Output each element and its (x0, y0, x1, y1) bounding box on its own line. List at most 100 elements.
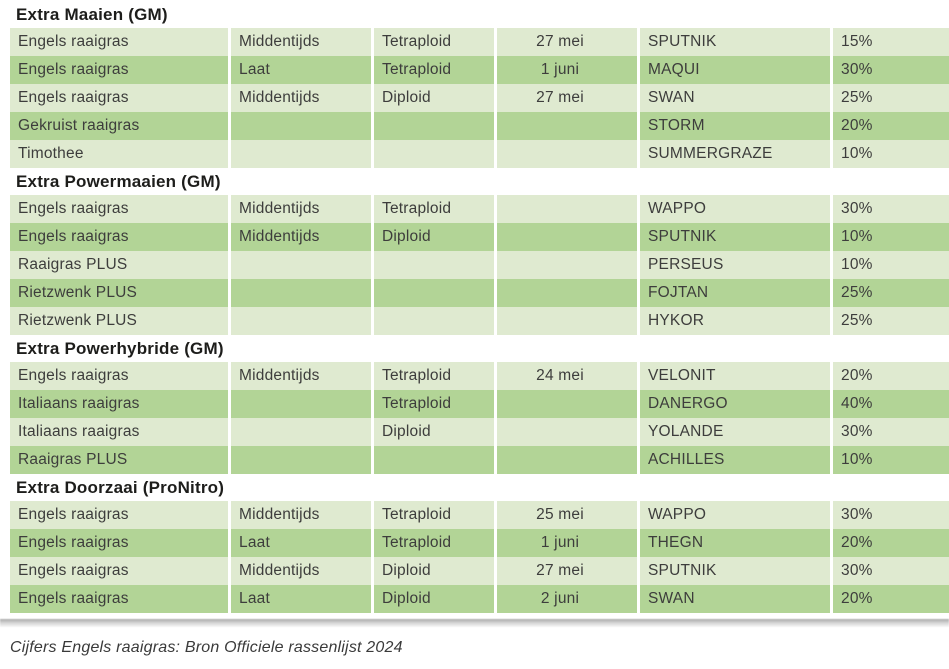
table-cell: 27 mei (497, 84, 637, 112)
table-cell: SPUTNIK (640, 557, 830, 585)
table-cell (374, 279, 494, 307)
table-cell: 27 mei (497, 28, 637, 56)
table-cell: Raaigras PLUS (10, 446, 228, 474)
table-cell: Engels raaigras (10, 501, 228, 529)
table-cell: Diploid (374, 418, 494, 446)
table-cell: Engels raaigras (10, 223, 228, 251)
table-cell: Timothee (10, 140, 228, 168)
table-cell (497, 223, 637, 251)
table-cell: ACHILLES (640, 446, 830, 474)
table-row: Timothee SUMMERGRAZE 10% (10, 140, 949, 168)
seed-mixture-table: Extra Maaien (GM) Engels raaigras Middenti… (0, 4, 949, 613)
table-cell: STORM (640, 112, 830, 140)
table-cell (374, 307, 494, 335)
table-cell: 1 juni (497, 529, 637, 557)
table-row: Raaigras PLUS ACHILLES 10% (10, 446, 949, 474)
table-cell: Diploid (374, 84, 494, 112)
table-cell (231, 446, 371, 474)
table-cell (374, 112, 494, 140)
table-cell: 30% (833, 56, 949, 84)
table-cell (497, 418, 637, 446)
table-cell (497, 140, 637, 168)
table-cell: Middentijds (231, 362, 371, 390)
table-cell: 25% (833, 307, 949, 335)
table-cell: SPUTNIK (640, 223, 830, 251)
table-cell: HYKOR (640, 307, 830, 335)
table-cell: Engels raaigras (10, 362, 228, 390)
table-cell: Middentijds (231, 501, 371, 529)
table-cell (231, 418, 371, 446)
table-row: Engels raaigras Middentijds Tetraploid WAPP… (10, 195, 949, 223)
table-row: Engels raaigras Laat Tetraploid 1 juni MAQUI… (10, 56, 949, 84)
table-row: Engels raaigras Laat Tetraploid 1 juni THEGN… (10, 529, 949, 557)
table-cell: SWAN (640, 585, 830, 613)
table-cell: Tetraploid (374, 501, 494, 529)
table-row: Engels raaigras Middentijds Diploid 27 mei S… (10, 557, 949, 585)
table-cell (497, 446, 637, 474)
table-cell: Diploid (374, 585, 494, 613)
table-cell: Italiaans raaigras (10, 390, 228, 418)
section-title: Extra Doorzaai (ProNitro) (0, 474, 949, 501)
table-cell: Middentijds (231, 28, 371, 56)
table-cell: 24 mei (497, 362, 637, 390)
table-cell: 30% (833, 557, 949, 585)
table-cell: 15% (833, 28, 949, 56)
table-cell: SUMMERGRAZE (640, 140, 830, 168)
table-cell: FOJTAN (640, 279, 830, 307)
table-bottom-shadow (0, 619, 949, 627)
table-cell: Engels raaigras (10, 56, 228, 84)
table-cell: Gekruist raaigras (10, 112, 228, 140)
table-cell: PERSEUS (640, 251, 830, 279)
table-cell: Tetraploid (374, 195, 494, 223)
table-cell (374, 140, 494, 168)
table-cell: Tetraploid (374, 362, 494, 390)
table-cell (374, 251, 494, 279)
table-cell: Tetraploid (374, 529, 494, 557)
table-row: Italiaans raaigras Tetraploid DANERGO 40% (10, 390, 949, 418)
table-row: Engels raaigras Middentijds Tetraploid 25 m… (10, 501, 949, 529)
section-title: Extra Powerhybride (GM) (0, 335, 949, 362)
table-row: Rietzwenk PLUS FOJTAN 25% (10, 279, 949, 307)
table-row: Engels raaigras Middentijds Diploid SPUTNIK… (10, 223, 949, 251)
table-cell (497, 251, 637, 279)
table-cell: Diploid (374, 557, 494, 585)
table-cell: 20% (833, 112, 949, 140)
table-cell: 10% (833, 446, 949, 474)
table-cell: 2 juni (497, 585, 637, 613)
table-cell: Engels raaigras (10, 28, 228, 56)
table-cell: 25% (833, 279, 949, 307)
table-cell: Middentijds (231, 195, 371, 223)
table-cell: Tetraploid (374, 56, 494, 84)
table-cell: Laat (231, 529, 371, 557)
table-cell: 20% (833, 529, 949, 557)
table-cell: 10% (833, 251, 949, 279)
table-cell: Middentijds (231, 84, 371, 112)
table-cell: 25% (833, 84, 949, 112)
table-cell: SWAN (640, 84, 830, 112)
table-cell (231, 390, 371, 418)
table-cell: 1 juni (497, 56, 637, 84)
table-row: Engels raaigras Middentijds Tetraploid 24 m… (10, 362, 949, 390)
table-cell (497, 390, 637, 418)
table-cell (231, 279, 371, 307)
table-cell: 20% (833, 362, 949, 390)
table-row: Engels raaigras Middentijds Diploid 27 mei S… (10, 84, 949, 112)
table-cell: 10% (833, 223, 949, 251)
table-cell: Italiaans raaigras (10, 418, 228, 446)
table-cell: Engels raaigras (10, 585, 228, 613)
table-cell: Diploid (374, 223, 494, 251)
table-cell: 20% (833, 585, 949, 613)
table-cell: Engels raaigras (10, 84, 228, 112)
table-cell: Engels raaigras (10, 557, 228, 585)
table-cell: Rietzwenk PLUS (10, 279, 228, 307)
section-title: Extra Powermaaien (GM) (0, 168, 949, 195)
table-cell (231, 251, 371, 279)
table-cell: Raaigras PLUS (10, 251, 228, 279)
table-cell (497, 307, 637, 335)
table-cell: Engels raaigras (10, 529, 228, 557)
table-cell: Laat (231, 56, 371, 84)
table-cell: MAQUI (640, 56, 830, 84)
table-cell: Tetraploid (374, 28, 494, 56)
table-cell: Laat (231, 585, 371, 613)
